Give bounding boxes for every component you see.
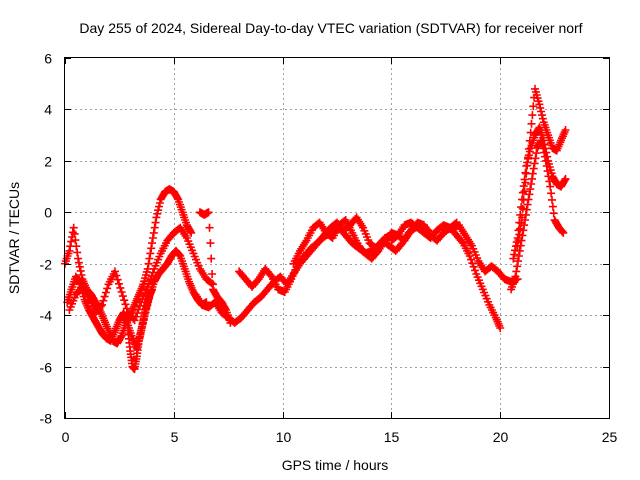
y-axis-label: SDTVAR / TECUs bbox=[6, 182, 22, 294]
chart-title: Day 255 of 2024, Sidereal Day-to-day VTE… bbox=[79, 20, 582, 36]
x-tick-label: 0 bbox=[62, 429, 70, 445]
x-tick-label: 10 bbox=[276, 429, 292, 445]
x-tick-label: 15 bbox=[384, 429, 400, 445]
data-point-markers bbox=[441, 221, 522, 286]
data-point-markers bbox=[65, 223, 217, 325]
series-track-d bbox=[124, 285, 156, 374]
x-tick-label: 20 bbox=[493, 429, 509, 445]
x-tick-label: 25 bbox=[602, 429, 618, 445]
y-tick-label: -8 bbox=[40, 411, 53, 427]
series-track-m bbox=[509, 123, 570, 263]
series-track-k bbox=[507, 136, 568, 294]
y-tick-label: -4 bbox=[40, 308, 53, 324]
series-track-h bbox=[289, 216, 461, 268]
axes: 0 5 10 15 20 25 -8 -6 -4 -2 0 2 4 6 bbox=[40, 51, 618, 446]
plot-frame bbox=[64, 57, 610, 419]
y-tick-label: -6 bbox=[40, 360, 53, 376]
data-point-markers bbox=[124, 285, 156, 374]
x-tick-label: 5 bbox=[171, 429, 179, 445]
y-tick-label: 0 bbox=[44, 205, 52, 221]
grid-lines bbox=[65, 58, 609, 418]
series-track-c bbox=[65, 223, 217, 325]
x-axis-label: GPS time / hours bbox=[282, 457, 389, 473]
y-tick-label: -2 bbox=[40, 257, 53, 273]
data-points bbox=[61, 84, 570, 374]
data-point-markers bbox=[509, 123, 570, 263]
y-tick-label: 4 bbox=[44, 102, 52, 118]
data-point-markers bbox=[289, 216, 461, 268]
y-tick-label: 2 bbox=[44, 154, 52, 170]
y-tick-label: 6 bbox=[44, 51, 52, 67]
series-track-j bbox=[441, 221, 522, 286]
data-point-markers bbox=[507, 136, 568, 294]
